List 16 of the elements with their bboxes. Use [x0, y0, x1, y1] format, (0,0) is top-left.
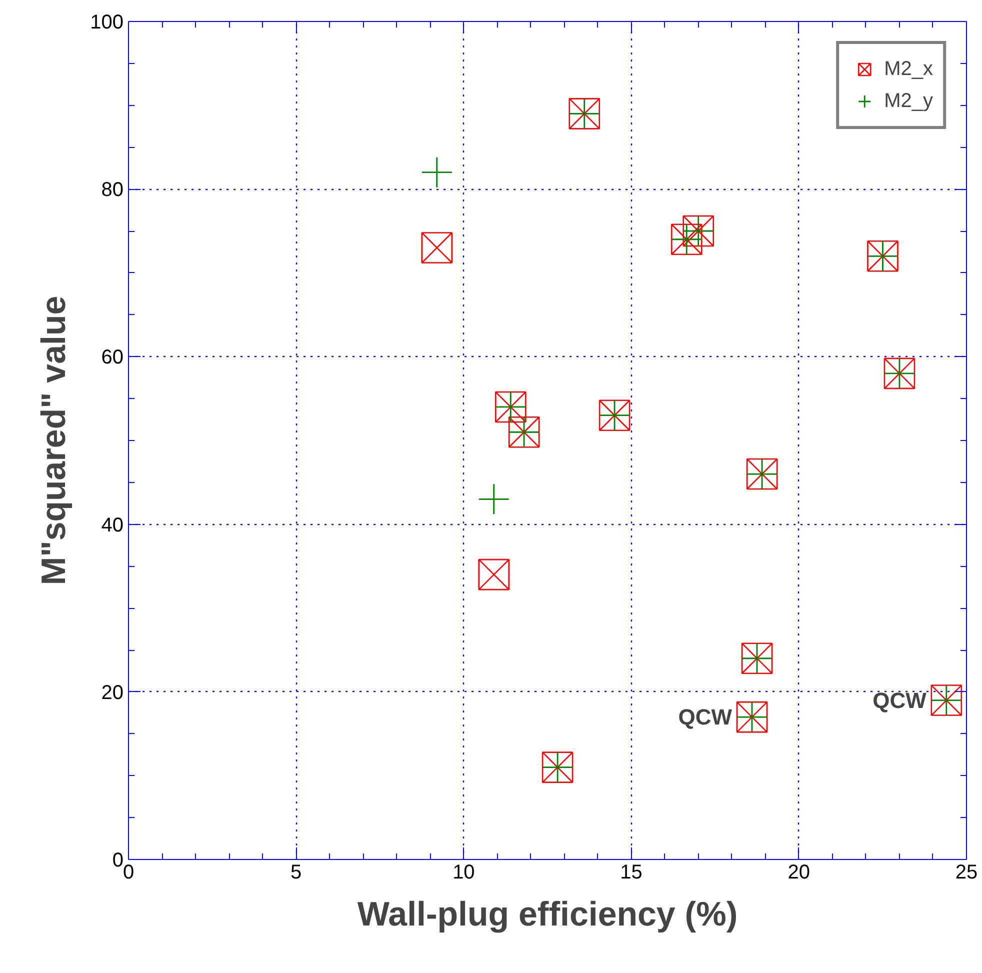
- x-tick-label: 15: [620, 862, 642, 884]
- annotation: QCW: [872, 688, 927, 713]
- x-tick-label: 20: [788, 862, 810, 884]
- y-tick-label: 40: [101, 514, 124, 536]
- y-tick-label: 100: [90, 12, 124, 34]
- x-tick-label: 10: [452, 862, 475, 884]
- legend-label: M2_x: [884, 58, 933, 80]
- x-tick-label: 25: [955, 862, 978, 884]
- y-tick-label: 80: [101, 179, 124, 202]
- legend-label: M2_y: [884, 90, 933, 112]
- annotation: QCW: [678, 704, 732, 730]
- y-tick-label: 60: [101, 346, 124, 369]
- x-axis-title: Wall-plug efficiency (%): [357, 896, 738, 934]
- y-axis-title: M"squared" value: [35, 296, 74, 586]
- x-tick-label: 5: [290, 862, 302, 884]
- y-tick-label: 20: [101, 682, 124, 704]
